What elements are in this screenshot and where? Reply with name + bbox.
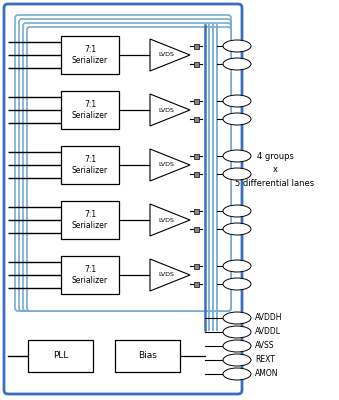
FancyBboxPatch shape <box>194 116 199 122</box>
FancyBboxPatch shape <box>194 264 199 268</box>
Polygon shape <box>150 94 190 126</box>
Ellipse shape <box>223 95 251 107</box>
Text: PLL: PLL <box>53 352 68 360</box>
FancyBboxPatch shape <box>194 62 199 66</box>
Text: 4 groups
x
5 differential lanes: 4 groups x 5 differential lanes <box>236 152 315 188</box>
FancyBboxPatch shape <box>194 208 199 214</box>
Polygon shape <box>150 204 190 236</box>
Ellipse shape <box>223 58 251 70</box>
Ellipse shape <box>223 354 251 366</box>
FancyBboxPatch shape <box>28 340 93 372</box>
Text: AVDDH: AVDDH <box>255 314 282 322</box>
Text: LVDS: LVDS <box>159 162 175 168</box>
FancyBboxPatch shape <box>194 172 199 176</box>
FancyBboxPatch shape <box>194 154 199 158</box>
Text: 7:1
Serializer: 7:1 Serializer <box>72 100 108 120</box>
Text: AVSS: AVSS <box>255 342 275 350</box>
Text: 7:1
Serializer: 7:1 Serializer <box>72 265 108 285</box>
Text: LVDS: LVDS <box>159 52 175 58</box>
Ellipse shape <box>223 312 251 324</box>
FancyBboxPatch shape <box>115 340 180 372</box>
FancyBboxPatch shape <box>61 36 119 74</box>
Ellipse shape <box>223 150 251 162</box>
Text: 7:1
Serializer: 7:1 Serializer <box>72 210 108 230</box>
FancyBboxPatch shape <box>194 226 199 232</box>
FancyBboxPatch shape <box>61 201 119 239</box>
Text: LVDS: LVDS <box>159 272 175 278</box>
Ellipse shape <box>223 40 251 52</box>
Text: AVDDL: AVDDL <box>255 328 281 336</box>
Ellipse shape <box>223 113 251 125</box>
Text: LVDS: LVDS <box>159 108 175 112</box>
Polygon shape <box>150 259 190 291</box>
FancyBboxPatch shape <box>61 146 119 184</box>
Text: 7:1
Serializer: 7:1 Serializer <box>72 155 108 175</box>
Ellipse shape <box>223 278 251 290</box>
FancyBboxPatch shape <box>194 282 199 286</box>
FancyBboxPatch shape <box>61 91 119 129</box>
Text: LVDS: LVDS <box>159 218 175 222</box>
FancyBboxPatch shape <box>194 44 199 48</box>
Ellipse shape <box>223 260 251 272</box>
FancyBboxPatch shape <box>27 27 231 311</box>
Ellipse shape <box>223 223 251 235</box>
Polygon shape <box>150 149 190 181</box>
Ellipse shape <box>223 205 251 217</box>
FancyBboxPatch shape <box>61 256 119 294</box>
Ellipse shape <box>223 340 251 352</box>
Text: AMON: AMON <box>255 370 279 378</box>
Ellipse shape <box>223 168 251 180</box>
Polygon shape <box>150 39 190 71</box>
FancyBboxPatch shape <box>194 98 199 104</box>
Text: REXT: REXT <box>255 356 275 364</box>
Text: Bias: Bias <box>138 352 157 360</box>
Ellipse shape <box>223 368 251 380</box>
Text: 7:1
Serializer: 7:1 Serializer <box>72 45 108 65</box>
Ellipse shape <box>223 326 251 338</box>
